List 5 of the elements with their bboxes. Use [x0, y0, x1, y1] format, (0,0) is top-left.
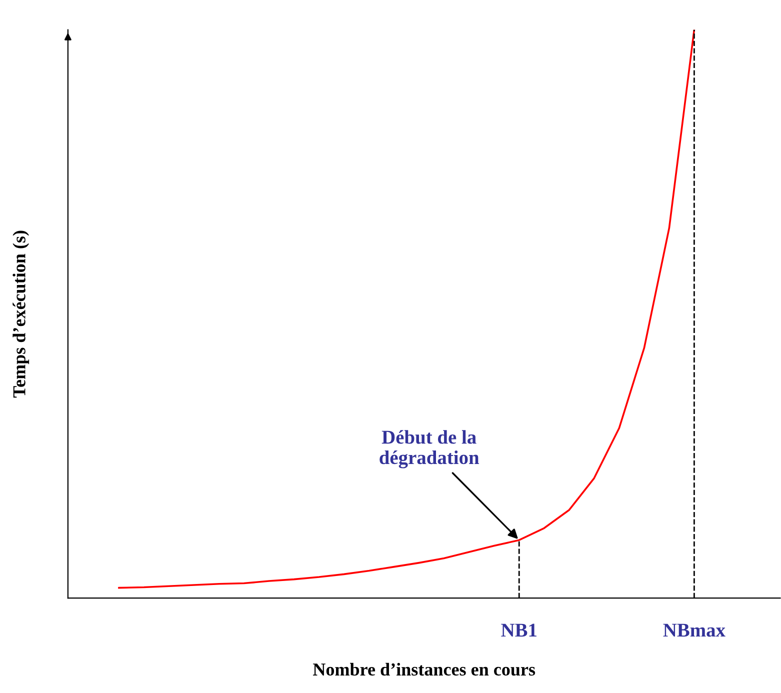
- x-tick-label: NB1: [501, 624, 536, 637]
- annotation: Début de la dégradation: [380, 430, 480, 468]
- y-axis-title: Temps d’exécution (s): [12, 230, 30, 398]
- x-axis-title: Nombre d’instances en cours: [313, 662, 536, 676]
- x-tick-label: NBmax: [663, 624, 726, 637]
